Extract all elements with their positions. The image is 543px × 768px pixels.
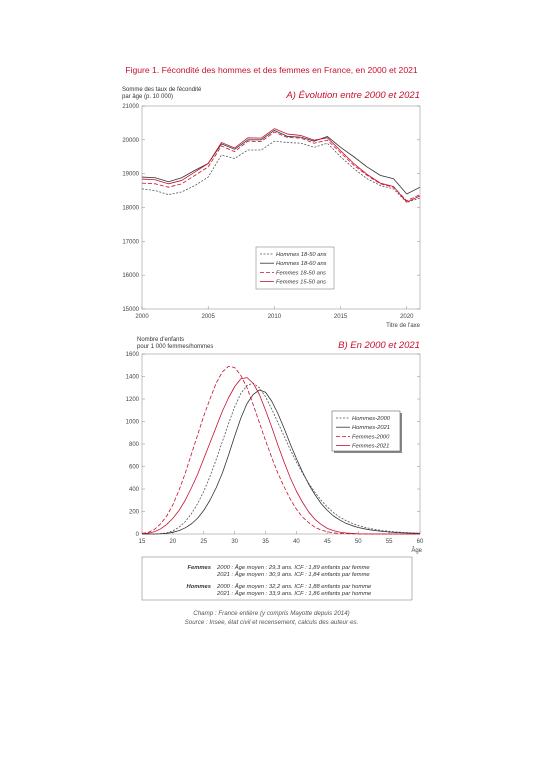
chartB-legend-label-2: Hommes-2021 [352,425,390,431]
summary-femmes-2000: 2000 : Âge moyen : 29,3 ans. ICF : 1,89 … [216,564,370,571]
chart-b-title: B) En 2000 et 2021 [338,340,420,351]
chart-a-xlabel: Titre de l'axe [386,323,421,329]
figure-title: Figure 1. Fécondité des hommes et des fe… [125,65,418,75]
chartB-ytick-label: 400 [129,487,140,493]
summary-box: Femmes 2000 : Âge moyen : 29,3 ans. ICF … [141,556,413,601]
chartB-xtick-label: 25 [200,539,207,545]
chartA-series-line-4 [141,128,421,203]
chartB-ytick-label: 200 [129,510,140,516]
chartA-xtick-label: 2010 [268,314,282,320]
chartB-series-line-1 [142,382,421,535]
chartA-legend-label-2: Hommes 18-60 ans [276,261,327,267]
chartA-xtick-label: 2015 [334,314,348,320]
chartB-xtick-label: 50 [355,539,362,545]
chartA-legend-label-1: Hommes 18-50 ans [276,252,327,258]
chart-a-title: A) Évolution entre 2000 et 2021 [285,90,420,101]
chartA-legend-label-4: Femmes 15-50 ans [276,280,326,286]
chartA-series-line-1 [141,140,421,203]
chartB-legend-label-1: Hommes-2000 [352,416,391,422]
chartB-series-line-2 [142,389,421,535]
chartB-xtick-label: 15 [139,539,146,545]
chartA-ytick-label: 15000 [122,307,139,313]
chartB-xtick-label: 35 [262,539,269,545]
chartA-ytick-label: 16000 [122,273,139,279]
chart-b-ylabel-2: pour 1 000 femmes/hommes [137,344,213,350]
chartA-xtick-label: 2005 [202,314,216,320]
summary-femmes-2021: 2021 : Âge moyen : 30,9 ans. ICF : 1,84 … [216,571,370,578]
summary-hommes-2021: 2021 : Âge moyen : 33,9 ans. ICF : 1,86 … [216,590,372,597]
chartA-series-line-2 [141,129,421,195]
chartA-ytick-label: 17000 [122,239,139,245]
chartB-legend-label-4: Femmes-2021 [352,444,389,450]
chart-a-ylabel-2: par âge (p. 10 000) [122,94,173,100]
chart-a-ylabel-1: Somme des taux de fécondité [122,87,202,93]
summary-femmes-label: Femmes [187,565,211,571]
summary-box-frame [141,556,413,601]
chart-b: Nombre d'enfants pour 1 000 femmes/homme… [126,337,424,554]
chartB-xtick-label: 45 [324,539,331,545]
chartB-ytick-label: 1200 [126,397,140,403]
chartB-xtick-label: 30 [231,539,238,545]
chartA-ytick-label: 20000 [122,138,139,144]
chartA-legend-label-3: Femmes 18-50 ans [276,270,326,276]
chartA-ytick-label: 19000 [122,172,139,178]
chartB-ytick-label: 1600 [126,352,140,358]
chart-b-ylabel-1: Nombre d'enfants [137,337,184,343]
chartB-xtick-label: 60 [417,539,424,545]
chartB-ytick-label: 1000 [126,420,140,426]
chartB-xtick-label: 20 [170,539,177,545]
summary-hommes-label: Hommes [187,584,212,590]
chartB-ytick-label: 600 [129,465,140,471]
chartB-ytick-label: 800 [129,442,140,448]
chartA-xtick-label: 2000 [135,314,149,320]
chartB-ytick-label: 0 [136,532,140,538]
chartB-series-line-4 [141,377,420,535]
chartB-legend-label-3: Femmes-2000 [352,434,390,440]
chartA-xtick-label: 2020 [400,314,414,320]
chartA-series-line-3 [141,131,421,202]
chartB-xtick-label: 55 [386,539,393,545]
chartB-ytick-label: 1400 [126,375,140,381]
note-champ: Champ : France entière (y compris Mayott… [193,610,350,617]
chart-a-legend: Hommes 18-50 ans Hommes 18-60 ans Femmes 1… [255,246,335,290]
chart-b-legend: Hommes-2000 Hommes-2021 Femmes-2000 Femmes-… [331,410,402,453]
chart-a: Somme des taux de fécondité par âge (p. … [122,87,421,329]
chart-b-xlabel: Âge [411,547,422,554]
chartB-xtick-label: 40 [293,539,300,545]
summary-hommes-2000: 2000 : Âge moyen : 32,2 ans. ICF : 1,88 … [216,583,372,590]
chartA-ytick-label: 18000 [122,206,139,212]
note-source: Source : Insee, état civil et recensemen… [184,619,359,626]
chartA-ytick-label: 21000 [122,104,139,110]
